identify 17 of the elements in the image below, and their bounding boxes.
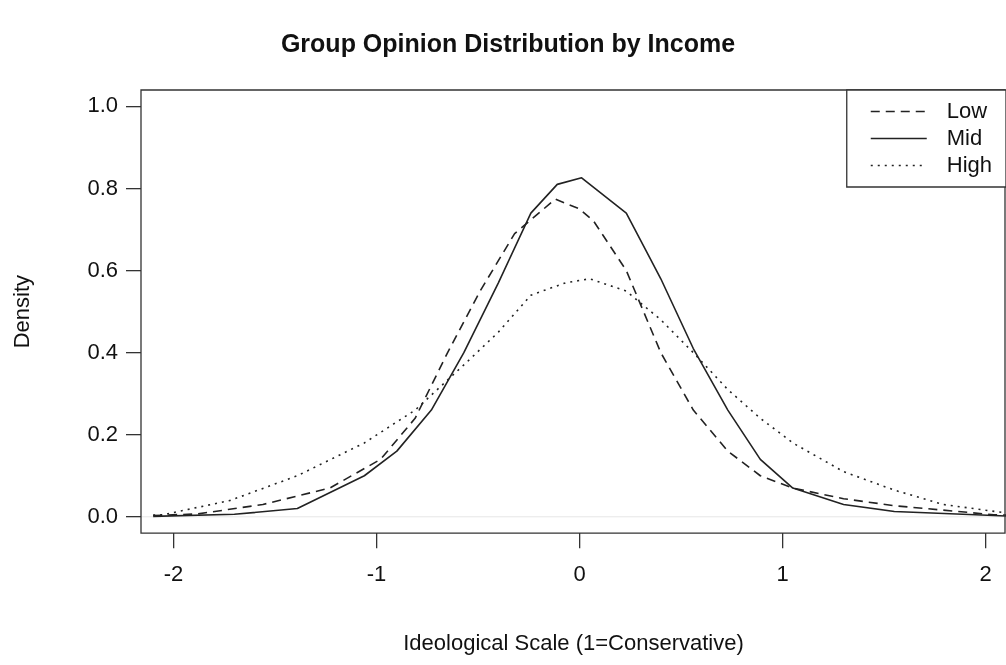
legend-label: Mid <box>946 124 983 150</box>
x-tick-label: 1 <box>776 561 789 587</box>
x-tick-label: -1 <box>366 561 387 587</box>
legend-label: High <box>946 151 992 177</box>
legend-label: Low <box>946 97 988 123</box>
x-tick-label: 0 <box>573 561 586 587</box>
y-tick-label: 0.6 <box>87 256 118 282</box>
x-axis-title: Ideological Scale (1=Conservative) <box>403 629 744 655</box>
x-tick-label: -2 <box>163 561 184 587</box>
y-axis-title: Density <box>9 274 35 349</box>
y-tick-label: 0.2 <box>87 420 118 446</box>
y-tick-label: 0.4 <box>87 338 118 364</box>
chart-title: Group Opinion Distribution by Income <box>280 28 736 57</box>
x-tick-label: 2 <box>979 561 992 587</box>
y-tick-label: 1.0 <box>87 92 118 118</box>
y-tick-label: 0.8 <box>87 174 118 200</box>
y-tick-label: 0.0 <box>87 502 118 528</box>
